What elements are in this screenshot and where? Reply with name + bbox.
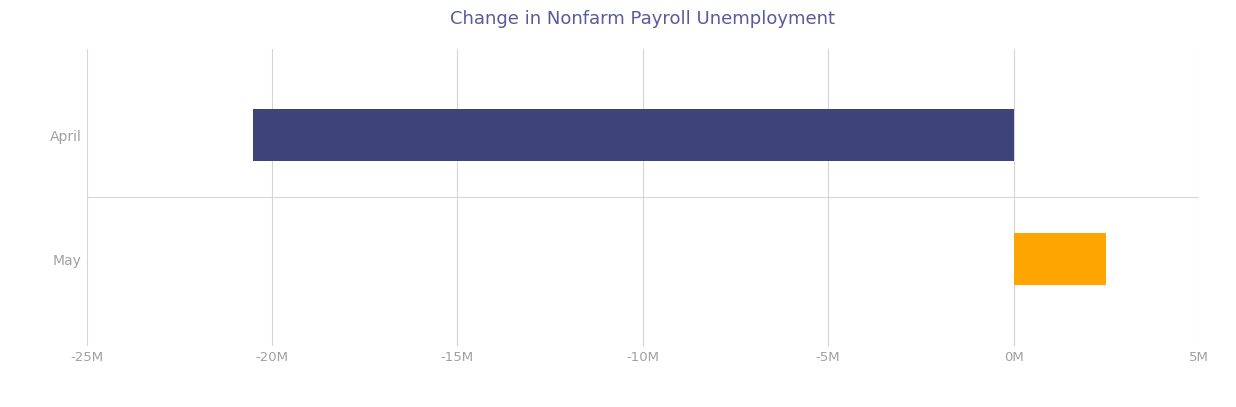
Bar	[253, 109, 1014, 162]
Title: Change in Nonfarm Payroll Unemployment: Change in Nonfarm Payroll Unemployment	[450, 10, 836, 28]
Bar	[1014, 233, 1106, 285]
